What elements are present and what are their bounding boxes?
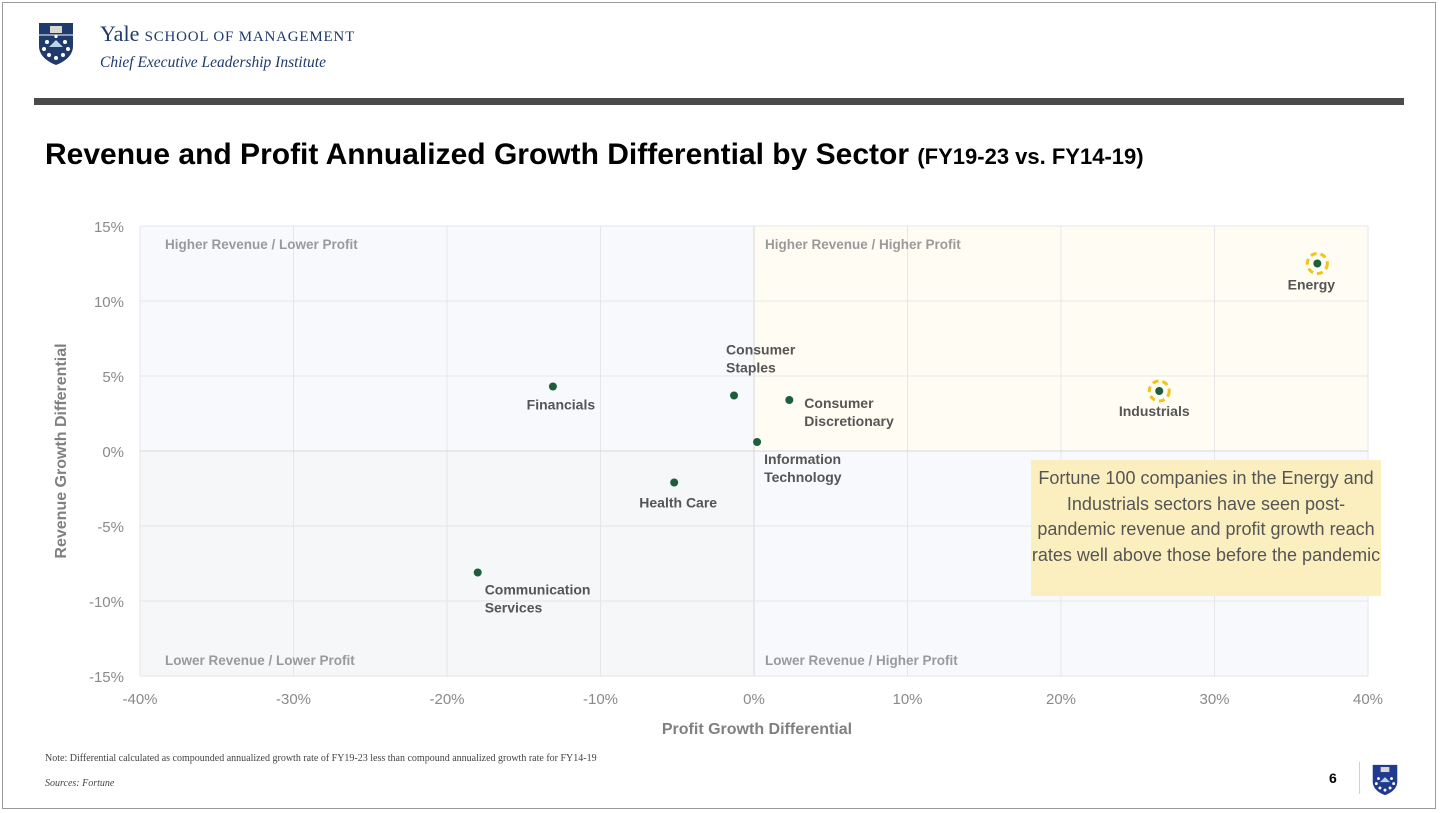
- data-point-label: Energy: [1288, 277, 1336, 293]
- data-point: [1313, 259, 1322, 268]
- y-tick-label: 15%: [94, 219, 124, 236]
- quadrant-label-upper-left: Higher Revenue / Lower Profit: [165, 237, 358, 252]
- page-number: 6: [1329, 770, 1337, 786]
- quadrant-label-lower-left: Lower Revenue / Lower Profit: [165, 653, 355, 668]
- x-tick-label: -20%: [429, 691, 464, 708]
- x-tick-label: 40%: [1353, 691, 1383, 708]
- data-point: [785, 396, 794, 404]
- data-point-group: Information Technology: [753, 438, 842, 485]
- data-point-label: Communication Services: [485, 582, 591, 616]
- data-point: [473, 568, 482, 577]
- data-point-group: Communication Services: [473, 568, 591, 616]
- brand-school: SCHOOL OF MANAGEMENT: [144, 29, 356, 45]
- x-tick-label: 30%: [1199, 691, 1229, 708]
- slide-title-suffix: (FY19-23 vs. FY14-19): [917, 144, 1144, 169]
- x-tick-label: 20%: [1046, 691, 1076, 708]
- yale-shield-icon: [1372, 764, 1398, 796]
- gridlines: [139, 225, 1369, 677]
- data-point-label-line: Health Care: [639, 495, 717, 511]
- header-divider: [34, 98, 1404, 105]
- x-tick-label: 10%: [892, 691, 922, 708]
- y-tick-label: 5%: [102, 369, 124, 386]
- data-point-label-line: Information: [764, 451, 841, 467]
- data-point: [670, 478, 679, 487]
- data-point-label: Industrials: [1119, 403, 1190, 419]
- data-point-label: Financials: [527, 397, 596, 413]
- data-point-label-line: Industrials: [1119, 403, 1190, 419]
- data-point: [753, 438, 762, 446]
- data-point-group: Energy: [1288, 252, 1336, 293]
- data-point-label: Consumer Staples: [726, 342, 796, 376]
- highlight-ring: [1147, 379, 1171, 403]
- data-point-label: Consumer Discretionary: [804, 395, 894, 429]
- brand-name: Yale SCHOOL OF MANAGEMENT: [100, 22, 355, 49]
- x-tick-label: -10%: [583, 691, 618, 708]
- data-point-group: Health Care: [639, 478, 717, 511]
- y-tick-label: -5%: [97, 519, 124, 536]
- data-point: [548, 382, 557, 391]
- data-point-label: Information Technology: [764, 451, 842, 485]
- brand-institute: Chief Executive Leadership Institute: [100, 54, 326, 71]
- data-point-label-line: Staples: [726, 360, 776, 376]
- data-point-label-line: Consumer: [726, 342, 796, 358]
- highlight-ring: [1305, 252, 1329, 275]
- data-point-group: Consumer Discretionary: [785, 395, 894, 429]
- quadrant-labels: Higher Revenue / Lower Profit Higher Rev…: [165, 237, 961, 668]
- x-tick-label: 0%: [743, 691, 765, 708]
- y-tick-label: -15%: [89, 669, 124, 686]
- x-tick-label: -40%: [122, 691, 157, 708]
- sources: Sources: Fortune: [45, 778, 115, 789]
- brand-yale: Yale: [100, 21, 140, 46]
- y-tick-label: 10%: [94, 294, 124, 311]
- footer-divider: [1359, 762, 1360, 794]
- data-point-label-line: Consumer: [804, 395, 874, 411]
- axis-ticks: -40% -30% -20% -10% 0% 10% 20% 30% 40% -15% -10% -5…: [89, 219, 1383, 708]
- data-point-label-line: Energy: [1288, 277, 1336, 293]
- data-point: [1155, 387, 1164, 395]
- callout-box: Fortune 100 companies in the Energy and …: [1031, 460, 1381, 596]
- data-point: [730, 391, 739, 400]
- data-point-label-line: Services: [485, 600, 543, 616]
- data-point-label-line: Financials: [527, 397, 596, 413]
- slide-title: Revenue and Profit Annualized Growth Dif…: [45, 138, 1144, 172]
- slide-title-main: Revenue and Profit Annualized Growth Dif…: [45, 138, 910, 171]
- data-point-label-line: Discretionary: [804, 413, 894, 429]
- y-tick-label: -10%: [89, 594, 124, 611]
- data-point-label-line: Communication: [485, 582, 591, 598]
- quadrant-label-upper-right: Higher Revenue / Higher Profit: [765, 237, 961, 252]
- footnote: Note: Differential calculated as compoun…: [45, 753, 597, 764]
- x-tick-label: -30%: [276, 691, 311, 708]
- data-point-group: Financials: [527, 382, 596, 413]
- y-axis-label: Revenue Growth Differential: [53, 343, 70, 558]
- data-point-label: Health Care: [639, 495, 717, 511]
- data-point-group: Industrials: [1119, 379, 1190, 419]
- y-tick-label: 0%: [102, 444, 124, 461]
- x-axis-label: Profit Growth Differential: [662, 721, 852, 738]
- data-point-label-line: Technology: [764, 469, 842, 485]
- brand-block: Yale SCHOOL OF MANAGEMENT Chief Executiv…: [100, 22, 355, 74]
- yale-shield-icon: [39, 23, 73, 65]
- quadrant-label-lower-right: Lower Revenue / Higher Profit: [765, 653, 958, 668]
- data-point-group: Consumer Staples: [726, 342, 796, 400]
